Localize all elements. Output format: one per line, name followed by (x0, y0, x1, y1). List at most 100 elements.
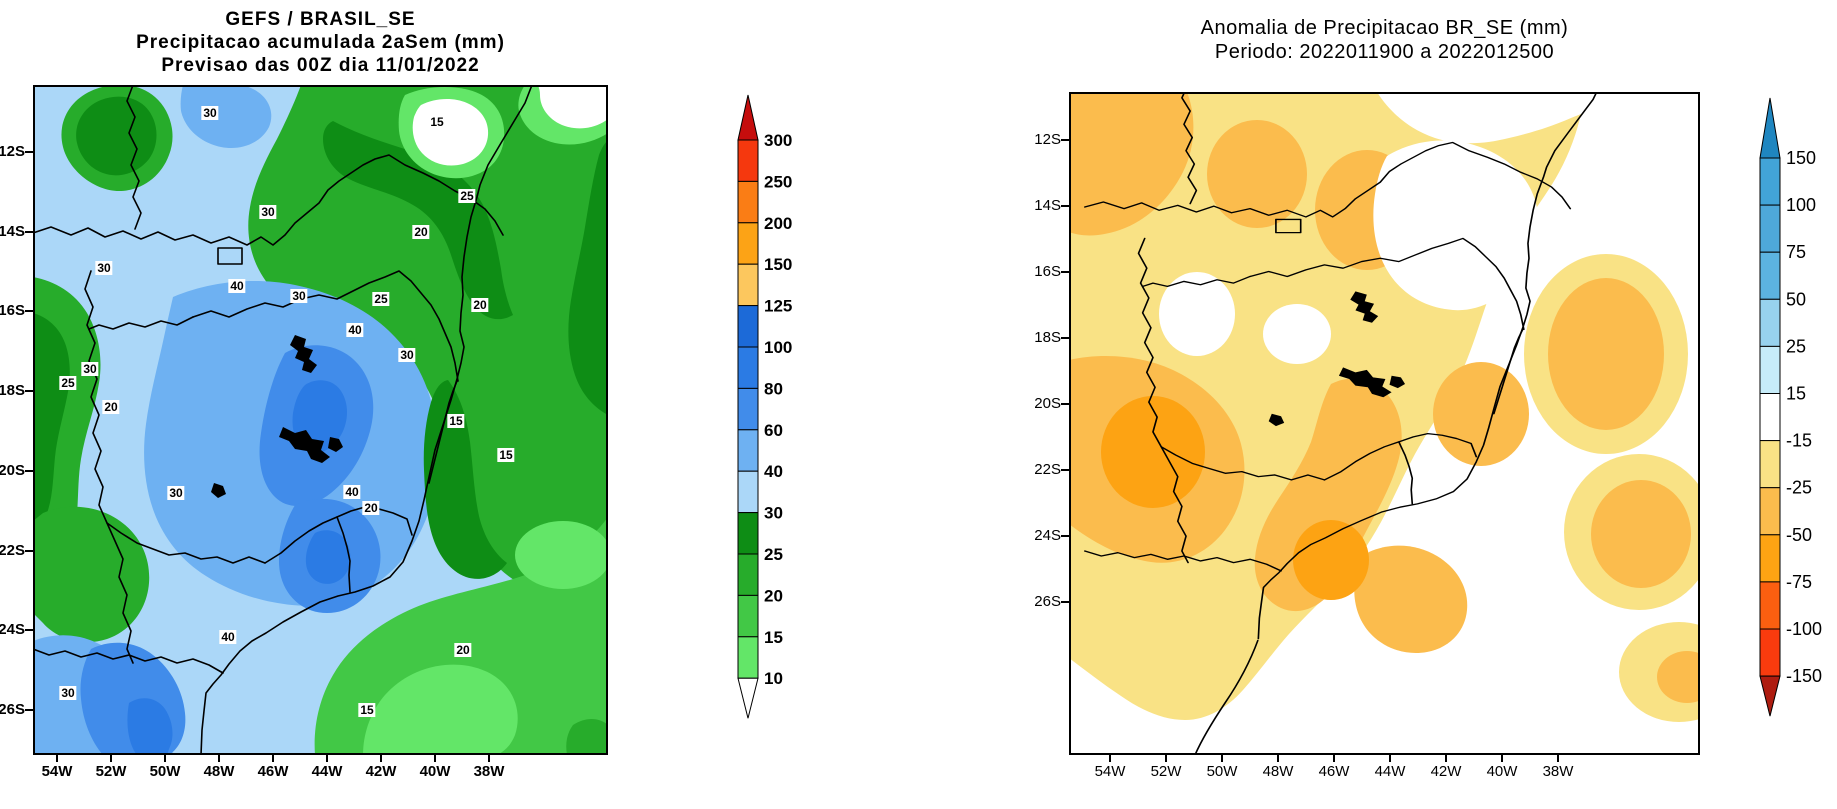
lon-tick-label: 54W (41, 763, 73, 780)
colorbar-segment (737, 305, 759, 348)
colorbar-tick-label: 100 (764, 338, 792, 357)
lon-tickmark (1389, 755, 1391, 762)
lon-tickmark (326, 755, 328, 762)
contour-label: 30 (81, 362, 99, 376)
lon-tickmark (1109, 755, 1111, 762)
colorbar-tick-label: 15 (764, 628, 783, 647)
colorbar-segment (737, 346, 759, 389)
lat-tickmark (25, 230, 33, 233)
right-colorbar: 150 100 75 50 25 15 -15 -25 -50 -75 -100 -150 (1759, 97, 1822, 717)
shade-25-30 (423, 380, 507, 579)
lat-tick-label: 12S (1034, 131, 1061, 148)
lon-tickmark (1445, 755, 1447, 762)
lon-tickmark (488, 755, 490, 762)
lat-tick-label: 26S (1034, 593, 1061, 610)
lon-tick-label: 48W (203, 763, 235, 780)
colorbar-tick-label: 125 (764, 297, 792, 316)
colorbar-segment (1759, 487, 1781, 536)
shade-neg25-neg50 (1254, 378, 1402, 612)
shade-neg25-neg50 (1433, 362, 1529, 466)
colorbar-segment (1759, 628, 1781, 677)
lon-tickmark (1501, 755, 1503, 762)
contour-label: 20 (362, 501, 380, 515)
lon-tickmark (1333, 755, 1335, 762)
lon-tick-label: 46W (1318, 763, 1350, 780)
lat-tick-label: 20S (0, 461, 25, 479)
colorbar-segment (737, 594, 759, 638)
lat-tickmark (1061, 403, 1069, 405)
shade-80-100 (127, 698, 173, 755)
colorbar-segment (737, 263, 759, 307)
contour-label: 30 (201, 106, 219, 120)
lat-tickmark (25, 469, 33, 472)
shade-below-10 (538, 85, 608, 129)
contour-label: 15 (447, 414, 465, 428)
colorbar-segment (737, 222, 759, 265)
lat-tick-label: 22S (0, 541, 25, 559)
lon-tick-label: 52W (1150, 763, 1182, 780)
shade-20-25 (566, 719, 608, 755)
contour-label: 30 (259, 205, 277, 219)
lat-tickmark (1061, 205, 1069, 207)
colorbar-segment (737, 553, 759, 596)
shade-10-15 (363, 664, 518, 755)
lat-tickmark (1061, 337, 1069, 339)
lat-tick-label: 16S (0, 302, 25, 320)
lon-tickmark (218, 755, 220, 762)
left-map-title: GEFS / BRASIL_SE Precipitacao acumulada … (33, 8, 608, 77)
shade-20-25 (248, 85, 608, 598)
lat-tickmark (25, 708, 33, 711)
lon-tickmark (164, 755, 166, 762)
shade-neutral (1159, 272, 1235, 356)
right-map-title: Anomalia de Precipitacao BR_SE (mm) Peri… (1069, 16, 1700, 64)
right-title-line2: Periodo: 2022011900 a 2022012500 (1214, 41, 1555, 63)
lon-tick-label: 50W (1206, 763, 1238, 780)
left-colorbar: 300 250 200 150 125 100 80 60 40 30 25 20 15 10 (737, 94, 792, 719)
contour-label: 25 (372, 292, 390, 306)
colorbar-segment (1759, 345, 1781, 394)
lon-tickmark (1277, 755, 1279, 762)
lon-tickmark (1221, 755, 1223, 762)
colorbar-arrow-top (1759, 97, 1781, 159)
left-title-line2: Precipitacao acumulada 2aSem (mm) (136, 32, 505, 53)
colorbar-segment (1759, 298, 1781, 347)
lon-tick-label: 38W (1542, 763, 1574, 780)
left-precipitation-map (33, 85, 608, 755)
colorbar-tick-label: 60 (764, 421, 783, 440)
colorbar-tick-label: -50 (1786, 525, 1812, 545)
lat-tickmark (1061, 535, 1069, 537)
contour-label: 40 (346, 323, 364, 337)
shade-neg25-neg50 (1591, 480, 1691, 588)
shade-neg50-neg75 (1101, 396, 1205, 508)
lon-tick-label: 46W (257, 763, 289, 780)
lon-tick-label: 42W (365, 763, 397, 780)
right-anomaly-map (1069, 92, 1700, 755)
shade-80-100 (305, 530, 351, 584)
colorbar-tick-label: 150 (764, 255, 792, 274)
left-title-line1: GEFS / BRASIL_SE (225, 9, 416, 30)
lat-tickmark (25, 629, 33, 632)
colorbar-tick-label: -100 (1786, 619, 1822, 639)
colorbar-tick-label: 80 (764, 379, 783, 398)
colorbar-tick-label: 75 (1786, 242, 1806, 262)
colorbar-segment (737, 470, 759, 514)
lat-tick-label: 24S (0, 621, 25, 639)
lat-tickmark (25, 390, 33, 393)
lon-tickmark (272, 755, 274, 762)
lon-tick-label: 44W (1374, 763, 1406, 780)
colorbar-segment (1759, 581, 1781, 630)
colorbar-tick-label: 250 (764, 172, 792, 191)
colorbar-tick-label: 20 (764, 586, 783, 605)
right-title-line1: Anomalia de Precipitacao BR_SE (mm) (1200, 17, 1569, 39)
lon-tick-label: 52W (95, 763, 127, 780)
colorbar-segment (1759, 534, 1781, 583)
colorbar-tick-label: 25 (1786, 336, 1806, 356)
lat-tick-label: 24S (1034, 527, 1061, 544)
colorbar-tick-label: 10 (764, 669, 783, 688)
colorbar-tick-label: 200 (764, 214, 792, 233)
colorbar-segment (1759, 440, 1781, 489)
lat-tickmark (25, 151, 33, 153)
colorbar-segment (737, 636, 759, 679)
colorbar-segment (737, 429, 759, 472)
